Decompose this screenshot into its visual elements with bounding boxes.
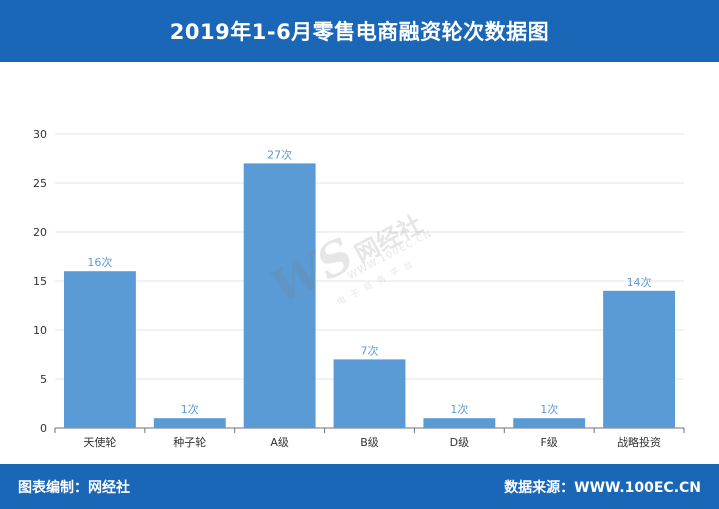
bar-value-label: 14次 [627, 275, 652, 289]
y-tick-label: 20 [33, 226, 47, 239]
bar-value-label: 16次 [87, 255, 112, 269]
chart-footer: 图表编制：网经社 数据来源：WWW.100EC.CN [0, 464, 719, 509]
bar-6 [513, 418, 586, 428]
bar-value-label: 1次 [181, 402, 199, 416]
y-tick-label: 25 [33, 177, 47, 190]
x-tick-label: F级 [541, 436, 558, 449]
bar-4 [333, 359, 406, 428]
bar-value-label: 1次 [540, 402, 558, 416]
chart-title: 2019年1-6月零售电商融资轮次数据图 [169, 20, 550, 44]
x-tick-label: 种子轮 [173, 435, 206, 449]
chart-area: 0 5 10 15 20 25 30 16次天使轮 1次种子轮 27次 A级 7次 B级 1次 D级 1次 F级… [0, 62, 719, 464]
y-tick-label: 10 [33, 324, 47, 337]
bar-value-label: 27次 [267, 147, 292, 161]
y-tick-label: 30 [33, 128, 47, 141]
y-tick-label: 15 [33, 275, 47, 288]
x-tick-label: D级 [450, 436, 469, 449]
bar-1 [63, 271, 136, 428]
bar-7 [603, 290, 676, 428]
y-tick-label: 0 [40, 422, 47, 435]
bar-value-label: 1次 [450, 402, 468, 416]
y-tick-label: 5 [40, 373, 47, 386]
x-tick-label: B级 [360, 436, 379, 449]
footer-source: 数据来源：WWW.100EC.CN [504, 479, 701, 496]
bar-3 [243, 163, 316, 428]
chart-header: 2019年1-6月零售电商融资轮次数据图 [0, 0, 719, 62]
x-tick-label: A级 [270, 436, 289, 449]
bar-2 [153, 418, 226, 428]
bar-5 [423, 418, 496, 428]
footer-credit: 图表编制：网经社 [18, 479, 130, 496]
x-tick-label: 天使轮 [83, 435, 116, 449]
x-tick-label: 战略投资 [617, 435, 661, 449]
bar-value-label: 7次 [361, 343, 379, 357]
